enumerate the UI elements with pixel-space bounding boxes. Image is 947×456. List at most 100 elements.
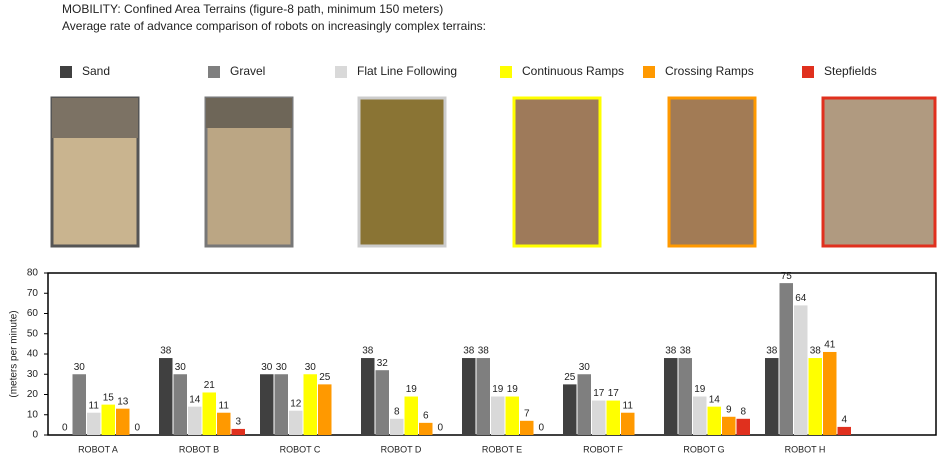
y-tick-label: 70 — [27, 288, 39, 299]
value-label: 15 — [103, 392, 115, 403]
value-label: 19 — [406, 384, 418, 395]
value-label: 30 — [305, 362, 317, 373]
y-tick-label: 50 — [27, 328, 39, 339]
value-label: 30 — [276, 362, 288, 373]
value-label: 13 — [117, 396, 129, 407]
photo-sky — [52, 98, 138, 138]
bar — [260, 374, 274, 435]
value-label: 38 — [362, 346, 374, 357]
photo-crossing-ramps — [667, 96, 757, 248]
value-label: 30 — [261, 362, 273, 373]
value-label: 25 — [564, 372, 576, 383]
bar — [404, 396, 418, 435]
bar — [101, 404, 115, 435]
value-label: 30 — [175, 362, 187, 373]
x-tick-label: ROBOT H — [785, 444, 826, 454]
bar — [722, 416, 736, 435]
legend-swatch — [335, 66, 347, 78]
y-tick-label: 10 — [27, 409, 39, 420]
bar — [520, 420, 534, 435]
bar — [289, 410, 303, 435]
bar — [707, 406, 721, 435]
y-tick-label: 40 — [27, 349, 39, 360]
bar — [361, 358, 375, 435]
value-label: 38 — [478, 346, 490, 357]
bar — [116, 408, 130, 435]
photo-continuous-ramps — [512, 96, 602, 248]
photo-flat — [357, 96, 447, 248]
value-label: 38 — [160, 346, 172, 357]
legend-label: Gravel — [230, 64, 265, 78]
legend-swatch — [60, 66, 72, 78]
value-label: 8 — [394, 406, 400, 417]
bar — [794, 305, 808, 435]
photo-stepfields — [821, 96, 937, 248]
y-tick-label: 60 — [27, 308, 39, 319]
y-tick-label: 0 — [32, 430, 38, 441]
value-label: 11 — [623, 400, 634, 411]
legend-label: Flat Line Following — [357, 64, 457, 78]
bar — [87, 412, 101, 435]
value-label: 14 — [189, 394, 201, 405]
x-tick-label: ROBOT E — [482, 444, 522, 454]
value-label: 11 — [219, 400, 230, 411]
value-label: 38 — [463, 346, 475, 357]
legend-swatch — [802, 66, 814, 78]
bar — [72, 374, 86, 435]
bar — [505, 396, 519, 435]
x-tick-label: ROBOT F — [583, 444, 623, 454]
value-label: 41 — [824, 340, 836, 351]
value-label: 9 — [726, 404, 732, 415]
chart-subtitle: Average rate of advance comparison of ro… — [62, 19, 486, 33]
legend-label: Stepfields — [824, 64, 877, 78]
value-label: 21 — [204, 380, 216, 391]
value-label: 25 — [319, 372, 331, 383]
value-label: 38 — [766, 346, 778, 357]
value-label: 0 — [62, 423, 68, 434]
bar — [303, 374, 317, 435]
legend-swatch — [208, 66, 220, 78]
bar — [375, 370, 389, 435]
value-label: 17 — [608, 388, 620, 399]
bar — [592, 400, 606, 435]
value-label: 12 — [290, 398, 302, 409]
legend-label: Continuous Ramps — [522, 64, 624, 78]
bar — [563, 384, 577, 435]
bar — [678, 358, 692, 435]
value-label: 8 — [740, 406, 746, 417]
legend-label: Crossing Ramps — [665, 64, 754, 78]
x-tick-label: ROBOT C — [280, 444, 321, 454]
legend-label: Sand — [82, 64, 110, 78]
value-label: 0 — [538, 423, 544, 434]
bar — [202, 392, 216, 435]
y-tick-label: 20 — [27, 389, 39, 400]
bar — [217, 412, 231, 435]
y-tick-label: 80 — [27, 268, 39, 279]
bar — [159, 358, 173, 435]
bar — [231, 428, 245, 435]
y-axis-label: (meters per minute) — [9, 310, 20, 397]
bar — [693, 396, 707, 435]
x-tick-label: ROBOT A — [78, 444, 118, 454]
value-label: 7 — [524, 408, 530, 419]
bar — [476, 358, 490, 435]
bar — [837, 426, 851, 435]
bar — [765, 358, 779, 435]
bar — [188, 406, 202, 435]
bar — [823, 351, 837, 435]
y-tick-label: 30 — [27, 369, 39, 380]
terrain-photos — [50, 96, 937, 248]
bar — [664, 358, 678, 435]
x-tick-label: ROBOT G — [683, 444, 724, 454]
value-label: 0 — [437, 423, 443, 434]
bar — [491, 396, 505, 435]
value-label: 6 — [423, 410, 429, 421]
value-label: 0 — [134, 423, 140, 434]
value-label: 64 — [795, 293, 807, 304]
x-tick-label: ROBOT B — [179, 444, 219, 454]
value-label: 19 — [492, 384, 504, 395]
photo-sky — [206, 98, 292, 128]
value-label: 19 — [507, 384, 519, 395]
